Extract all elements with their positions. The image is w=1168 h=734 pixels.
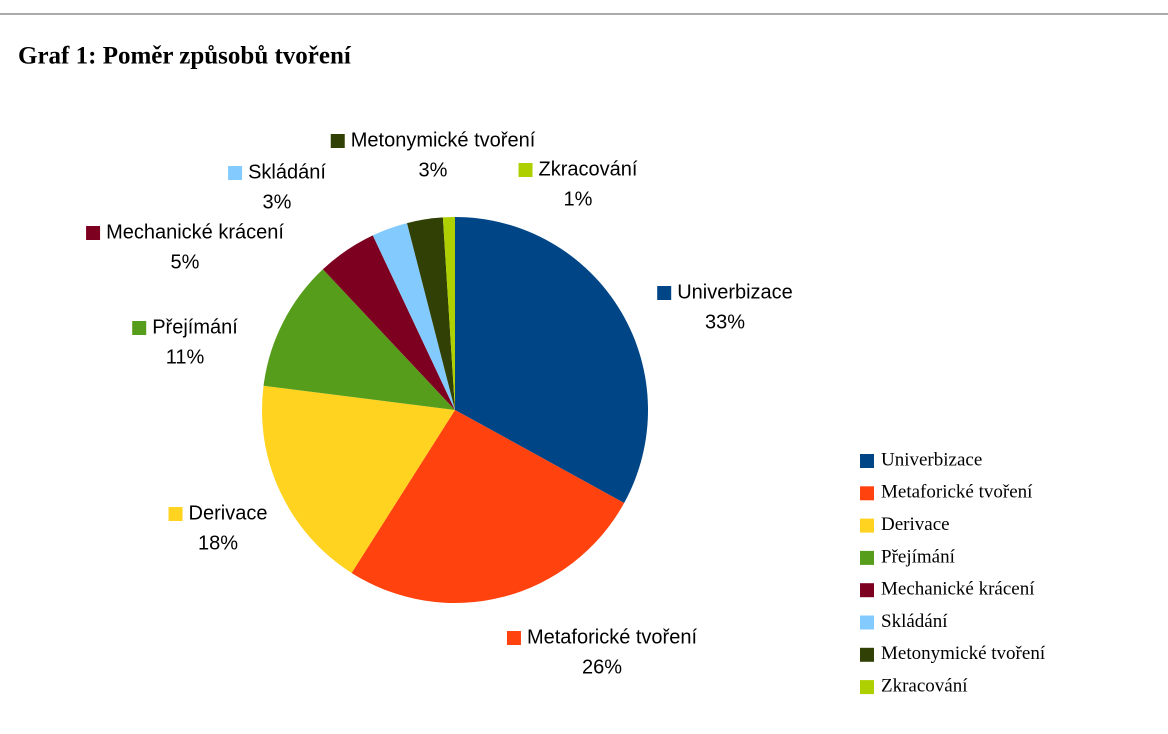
slice-label-key: [657, 286, 672, 300]
slice-label-key: [506, 631, 521, 645]
slice-label-key: [86, 226, 101, 240]
slice-label-value: 3%: [263, 191, 292, 213]
legend-key: [860, 486, 874, 501]
legend-label: Mechanické krácení: [881, 579, 1035, 600]
slice-label-name: Derivace: [189, 502, 268, 524]
slice-label-value: 3%: [419, 159, 448, 181]
slice-label-name: Skládání: [248, 161, 326, 183]
slice-label-value: 26%: [582, 656, 622, 678]
slice-label-value: 18%: [198, 532, 238, 554]
pie-slice: [407, 217, 455, 410]
pie-slice: [322, 235, 455, 410]
legend-key: [860, 680, 874, 695]
legend-key: [860, 454, 874, 468]
legend-key: [860, 518, 874, 533]
legend-label: Metaforické tvoření: [881, 482, 1033, 503]
slice-label-name: Univerbizace: [677, 281, 793, 303]
legend-key: [860, 647, 874, 662]
legend-label: Derivace: [881, 514, 950, 535]
slice-label-key: [168, 507, 183, 521]
chart-title: Graf 1: Poměr způsobů tvoření: [18, 43, 352, 70]
slice-label-name: Metaforické tvoření: [527, 626, 698, 648]
legend-label: Univerbizace: [881, 449, 982, 470]
slice-label-name: Přejímání: [152, 316, 238, 338]
pie-slice: [372, 223, 455, 410]
legend-key: [860, 550, 874, 565]
slice-label-value: 1%: [564, 188, 593, 210]
slice-label-name: Metonymické tvoření: [351, 129, 536, 151]
legend-label: Přejímání: [881, 546, 956, 567]
pie-slice: [351, 410, 625, 603]
legend-key: [860, 615, 874, 630]
pie-slice: [263, 269, 455, 410]
slice-label-key: [330, 134, 345, 148]
legend-key: [860, 583, 874, 598]
slice-label-key: [132, 321, 147, 335]
pie-slice: [261, 385, 455, 573]
legend-label: Metonymické tvoření: [881, 643, 1046, 664]
legend-label: Skládání: [881, 611, 948, 632]
slice-label-value: 33%: [705, 311, 745, 333]
slice-label-name: Mechanické krácení: [106, 221, 284, 243]
slice-label-value: 5%: [171, 251, 200, 273]
slice-label-name: Zkracování: [539, 158, 638, 180]
slice-label-key: [228, 166, 243, 180]
legend-label: Zkracování: [881, 675, 968, 696]
slice-label-value: 11%: [166, 346, 205, 368]
pie-slice: [455, 217, 648, 503]
slice-label-key: [518, 163, 533, 177]
pie-slice: [442, 217, 455, 410]
